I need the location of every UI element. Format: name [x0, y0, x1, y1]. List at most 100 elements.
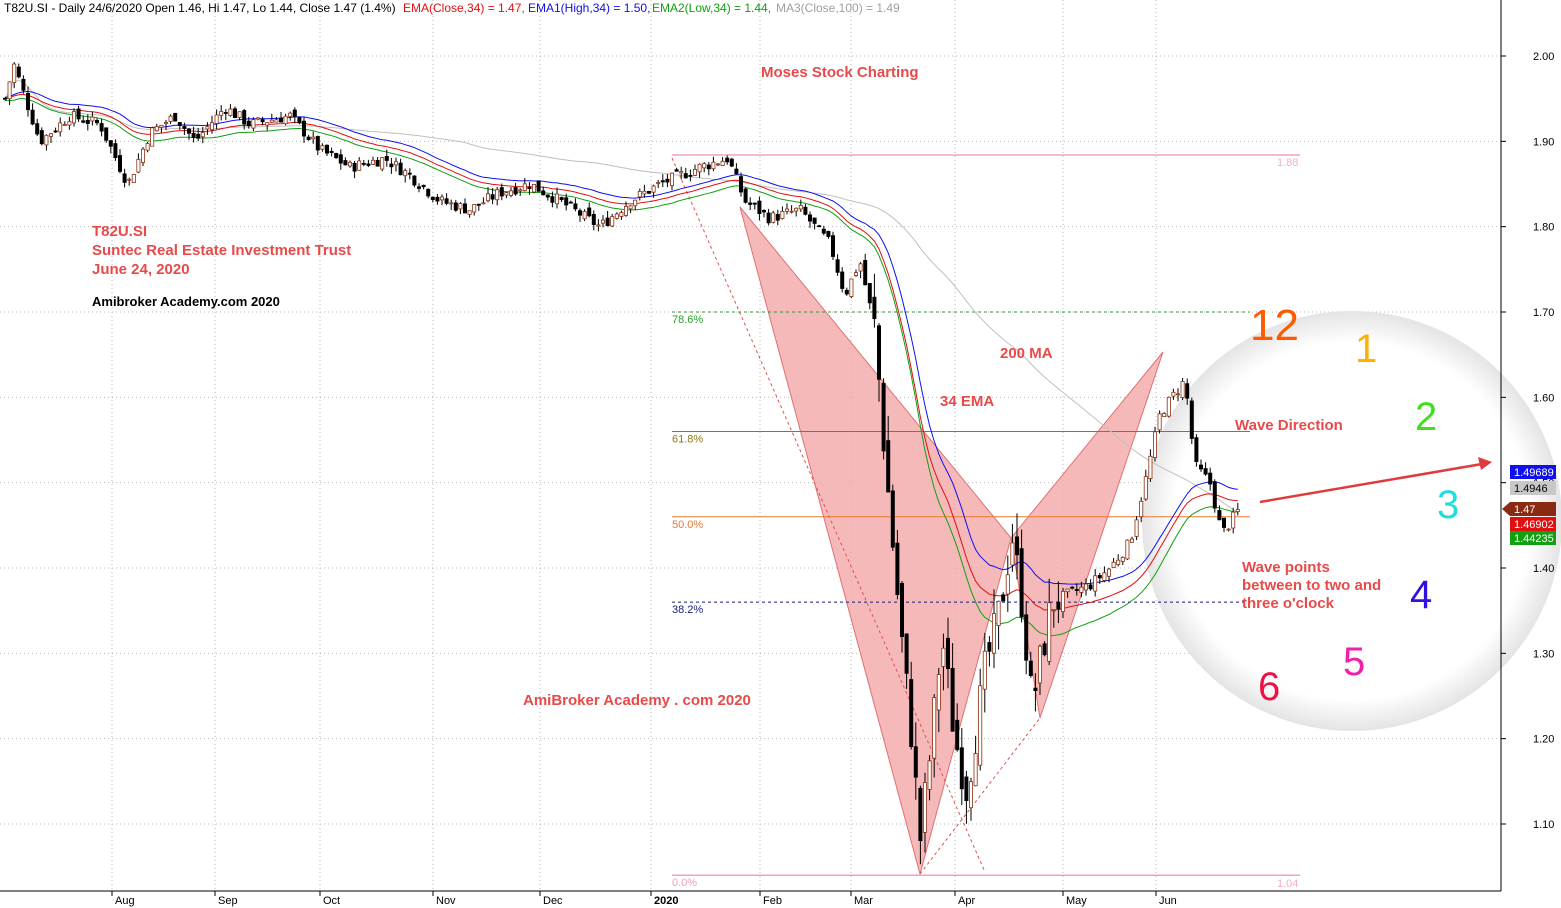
candle-body	[154, 126, 159, 132]
candle-body	[131, 174, 136, 184]
candle-body	[1102, 572, 1107, 581]
candle-body	[624, 205, 629, 216]
candle-body	[449, 202, 454, 205]
candle-body	[1176, 393, 1181, 396]
x-tick-label: Feb	[763, 895, 782, 907]
wave-points-line1: Wave points	[1242, 559, 1330, 576]
price-tag-label: 1.46902	[1514, 519, 1554, 531]
candle-body	[255, 117, 260, 120]
candle-body	[596, 224, 601, 227]
candle-body	[803, 206, 808, 215]
candle-body	[246, 120, 251, 127]
candle-body	[550, 196, 555, 203]
candle-body	[1107, 568, 1112, 577]
candle-body	[16, 66, 21, 78]
candle-body	[403, 170, 408, 177]
candle-body	[292, 109, 297, 117]
company-label: Suntec Real Estate Investment Trust	[92, 242, 351, 259]
x-tick-label: Jun	[1159, 895, 1177, 907]
candle-body	[173, 113, 178, 122]
candle-body	[416, 186, 421, 189]
candle-body	[472, 204, 477, 213]
candle-body	[647, 191, 652, 194]
fib-level-label: 50.0%	[672, 519, 703, 531]
candle-body	[1185, 383, 1190, 399]
candle-body	[1222, 517, 1227, 528]
candle-body	[72, 111, 77, 124]
candle-body	[393, 161, 398, 166]
candle-body	[674, 169, 679, 172]
candle-body	[444, 198, 449, 204]
candle-body	[927, 760, 932, 790]
candle-body	[522, 183, 527, 192]
candle-body	[946, 637, 951, 669]
candle-body	[651, 185, 656, 193]
price-tag-bg	[1510, 517, 1556, 531]
candle-body	[831, 235, 836, 257]
candle-body	[992, 613, 997, 654]
x-tick-label: Nov	[436, 895, 456, 907]
candle-body	[21, 78, 26, 91]
candle-body	[821, 228, 826, 234]
candle-body	[223, 112, 228, 114]
candle-body	[85, 119, 90, 124]
y-tick-label: 1.20	[1533, 734, 1554, 746]
candle-body	[25, 93, 30, 111]
x-tick-label: Apr	[958, 895, 975, 907]
candle-body	[237, 111, 242, 118]
candle-body	[1111, 561, 1116, 568]
candle-body	[729, 158, 734, 167]
x-tick-label: Aug	[115, 895, 135, 907]
candle-body	[384, 156, 389, 161]
candle-body	[205, 126, 210, 130]
candle-body	[476, 203, 481, 206]
candle-body	[872, 296, 877, 320]
candle-body	[1139, 500, 1144, 518]
price-tags: 1.49689 1.4946 1.47 1.46902 1.44235	[1502, 465, 1556, 545]
candle-body	[306, 136, 311, 140]
candle-body	[44, 134, 49, 146]
candle-body	[785, 208, 790, 212]
candle-body	[734, 168, 739, 175]
candle-body	[1038, 645, 1043, 684]
amibroker-black-label: Amibroker Academy.com 2020	[92, 294, 280, 309]
candle-body	[1235, 509, 1240, 513]
ema-low-line	[4, 97, 1238, 637]
candle-body	[357, 160, 362, 171]
candle-body	[242, 110, 247, 125]
candle-body	[108, 140, 113, 147]
candle-body	[209, 122, 214, 131]
candle-body	[642, 190, 647, 195]
y-tick-label: 1.40	[1533, 563, 1554, 575]
candle-body	[407, 172, 412, 175]
candle-body	[1015, 536, 1020, 556]
candle-body	[1130, 538, 1135, 543]
header-symbol: T82U.SI - Daily 24/6/2020 Open 1.46, Hi …	[4, 1, 396, 15]
clock-number: 1	[1355, 327, 1377, 371]
price-tag-label: 1.49689	[1514, 467, 1554, 479]
fibonacci-levels: 1.88 1.04 78.6% 61.8% 50.0% 38.2% 0.0%	[672, 154, 1300, 890]
y-tick-label: 1.80	[1533, 222, 1554, 234]
candle-body	[1180, 381, 1185, 398]
candle-body	[564, 197, 569, 206]
candle-body	[1005, 574, 1010, 595]
candle-body	[499, 187, 504, 197]
wave-direction-arrowhead	[1478, 457, 1492, 470]
candle-body	[1203, 468, 1208, 475]
candle-body	[324, 144, 329, 154]
candle-body	[909, 679, 914, 747]
candle-body	[504, 192, 509, 196]
candle-body	[311, 136, 316, 140]
candle-body	[1051, 609, 1056, 612]
candle-body	[1079, 586, 1084, 593]
candle-body	[1001, 594, 1006, 602]
candle-body	[462, 203, 467, 214]
candle-body	[232, 108, 237, 119]
candle-body	[900, 582, 905, 637]
annotations: Moses Stock Charting T82U.SI Suntec Real…	[92, 64, 1492, 709]
candle-body	[610, 216, 615, 227]
candle-body	[877, 325, 882, 380]
candle-body	[679, 171, 684, 174]
candle-body	[762, 210, 767, 213]
